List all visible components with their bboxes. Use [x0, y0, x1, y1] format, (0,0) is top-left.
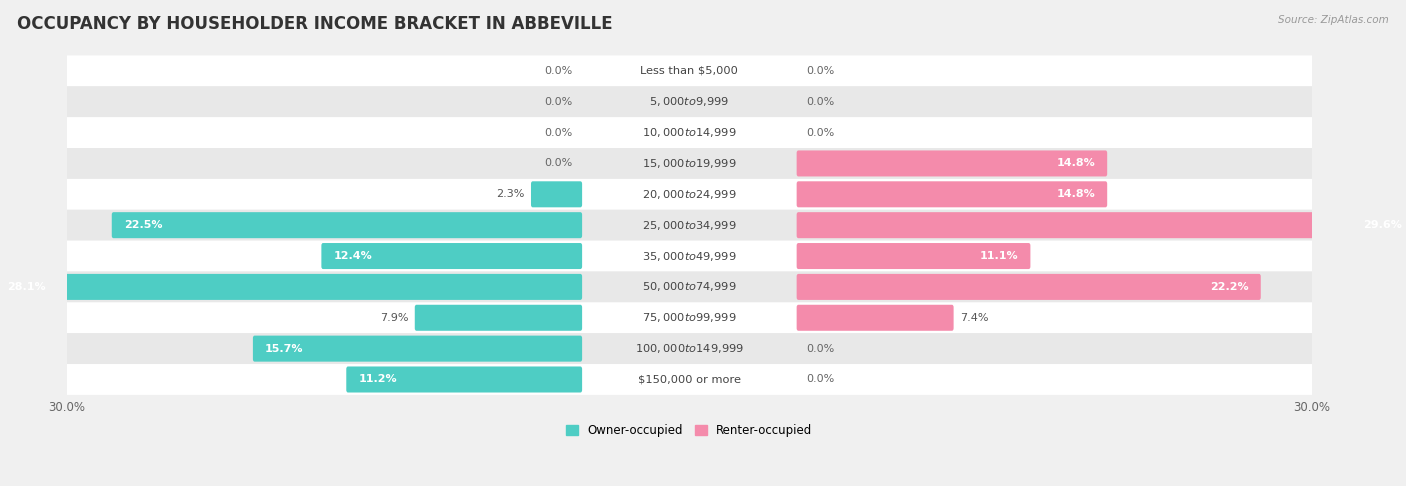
FancyBboxPatch shape	[66, 179, 1312, 210]
Text: $35,000 to $49,999: $35,000 to $49,999	[643, 249, 737, 262]
Text: $20,000 to $24,999: $20,000 to $24,999	[643, 188, 737, 201]
FancyBboxPatch shape	[322, 243, 582, 269]
Text: OCCUPANCY BY HOUSEHOLDER INCOME BRACKET IN ABBEVILLE: OCCUPANCY BY HOUSEHOLDER INCOME BRACKET …	[17, 15, 613, 33]
Text: $50,000 to $74,999: $50,000 to $74,999	[643, 280, 737, 294]
Text: $25,000 to $34,999: $25,000 to $34,999	[643, 219, 737, 232]
Text: $150,000 or more: $150,000 or more	[638, 375, 741, 384]
Text: 0.0%: 0.0%	[807, 344, 835, 354]
Text: 0.0%: 0.0%	[544, 97, 572, 107]
Text: 0.0%: 0.0%	[807, 128, 835, 138]
Text: 11.1%: 11.1%	[980, 251, 1018, 261]
FancyBboxPatch shape	[797, 243, 1031, 269]
FancyBboxPatch shape	[66, 87, 1312, 117]
FancyBboxPatch shape	[66, 55, 1312, 87]
Text: $100,000 to $149,999: $100,000 to $149,999	[636, 342, 744, 355]
FancyBboxPatch shape	[797, 305, 953, 331]
FancyBboxPatch shape	[66, 210, 1312, 241]
FancyBboxPatch shape	[797, 274, 1261, 300]
Text: 11.2%: 11.2%	[359, 375, 396, 384]
Text: 15.7%: 15.7%	[264, 344, 304, 354]
Text: 22.2%: 22.2%	[1211, 282, 1249, 292]
Text: 28.1%: 28.1%	[7, 282, 46, 292]
Text: 2.3%: 2.3%	[496, 190, 524, 199]
FancyBboxPatch shape	[415, 305, 582, 331]
Text: 7.4%: 7.4%	[960, 313, 988, 323]
FancyBboxPatch shape	[0, 274, 582, 300]
Text: 0.0%: 0.0%	[544, 66, 572, 76]
Text: $5,000 to $9,999: $5,000 to $9,999	[650, 95, 730, 108]
FancyBboxPatch shape	[797, 181, 1107, 208]
FancyBboxPatch shape	[797, 212, 1406, 238]
Text: 14.8%: 14.8%	[1056, 158, 1095, 169]
Text: 0.0%: 0.0%	[544, 128, 572, 138]
Text: 0.0%: 0.0%	[807, 97, 835, 107]
FancyBboxPatch shape	[111, 212, 582, 238]
Text: 14.8%: 14.8%	[1056, 190, 1095, 199]
FancyBboxPatch shape	[253, 336, 582, 362]
FancyBboxPatch shape	[66, 302, 1312, 333]
Text: $75,000 to $99,999: $75,000 to $99,999	[643, 311, 737, 324]
Text: 0.0%: 0.0%	[807, 66, 835, 76]
Text: 0.0%: 0.0%	[544, 158, 572, 169]
Text: $15,000 to $19,999: $15,000 to $19,999	[643, 157, 737, 170]
Text: 7.9%: 7.9%	[380, 313, 408, 323]
Text: Source: ZipAtlas.com: Source: ZipAtlas.com	[1278, 15, 1389, 25]
FancyBboxPatch shape	[66, 333, 1312, 364]
FancyBboxPatch shape	[66, 117, 1312, 148]
Text: $10,000 to $14,999: $10,000 to $14,999	[643, 126, 737, 139]
Text: 0.0%: 0.0%	[807, 375, 835, 384]
FancyBboxPatch shape	[66, 148, 1312, 179]
FancyBboxPatch shape	[66, 272, 1312, 302]
Text: 12.4%: 12.4%	[333, 251, 373, 261]
Text: 22.5%: 22.5%	[124, 220, 162, 230]
Text: 29.6%: 29.6%	[1364, 220, 1402, 230]
FancyBboxPatch shape	[346, 366, 582, 393]
Legend: Owner-occupied, Renter-occupied: Owner-occupied, Renter-occupied	[561, 419, 817, 442]
FancyBboxPatch shape	[66, 241, 1312, 272]
FancyBboxPatch shape	[797, 151, 1107, 176]
FancyBboxPatch shape	[531, 181, 582, 208]
Text: Less than $5,000: Less than $5,000	[641, 66, 738, 76]
FancyBboxPatch shape	[66, 364, 1312, 395]
